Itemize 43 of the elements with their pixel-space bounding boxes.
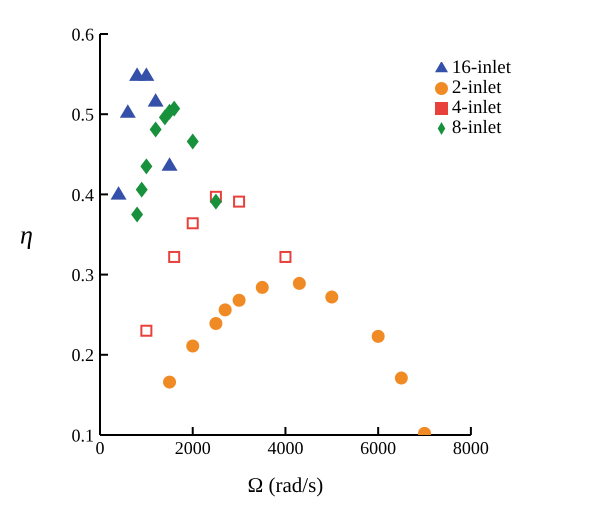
point bbox=[163, 376, 176, 389]
point bbox=[209, 317, 222, 330]
point bbox=[110, 186, 127, 200]
x-axis-title: Ω (rad/s) bbox=[248, 473, 324, 497]
point bbox=[186, 217, 199, 230]
point bbox=[186, 133, 199, 150]
x-tick-label: 2000 bbox=[174, 438, 211, 458]
point bbox=[256, 280, 269, 294]
point bbox=[218, 303, 232, 316]
x-tick-label: 8000 bbox=[452, 438, 489, 458]
legend-label: 4-inlet bbox=[452, 97, 502, 118]
point bbox=[186, 339, 200, 352]
point bbox=[210, 194, 222, 210]
point bbox=[233, 196, 246, 208]
point bbox=[138, 67, 154, 81]
y-axis-title: η bbox=[20, 220, 33, 250]
point bbox=[140, 158, 152, 174]
point bbox=[279, 250, 292, 263]
point bbox=[150, 121, 162, 138]
point bbox=[140, 324, 152, 337]
point bbox=[131, 206, 144, 222]
point bbox=[162, 157, 178, 171]
y-tick-label: 0.4 bbox=[72, 184, 94, 205]
point bbox=[372, 330, 385, 343]
point bbox=[232, 294, 246, 307]
y-tick-label: 0.1 bbox=[72, 425, 94, 446]
point bbox=[325, 290, 338, 304]
point bbox=[120, 104, 136, 118]
y-tick-label: 0.6 bbox=[72, 24, 94, 44]
point bbox=[148, 93, 164, 107]
point bbox=[292, 276, 306, 290]
x-tick-label: 0 bbox=[96, 438, 104, 458]
point bbox=[168, 250, 180, 263]
legend-label: 16-inlet bbox=[452, 57, 511, 78]
point bbox=[136, 182, 148, 198]
legend-label: 8-inlet bbox=[452, 117, 502, 138]
x-tick-label: 6000 bbox=[360, 438, 396, 458]
y-tick-label: 0.5 bbox=[72, 104, 94, 125]
y-tick-label: 0.2 bbox=[72, 345, 94, 366]
legend-label: 2-inlet bbox=[452, 77, 502, 98]
point bbox=[394, 372, 408, 385]
y-tick-label: 0.3 bbox=[72, 264, 94, 285]
x-tick-label: 4000 bbox=[267, 438, 304, 458]
